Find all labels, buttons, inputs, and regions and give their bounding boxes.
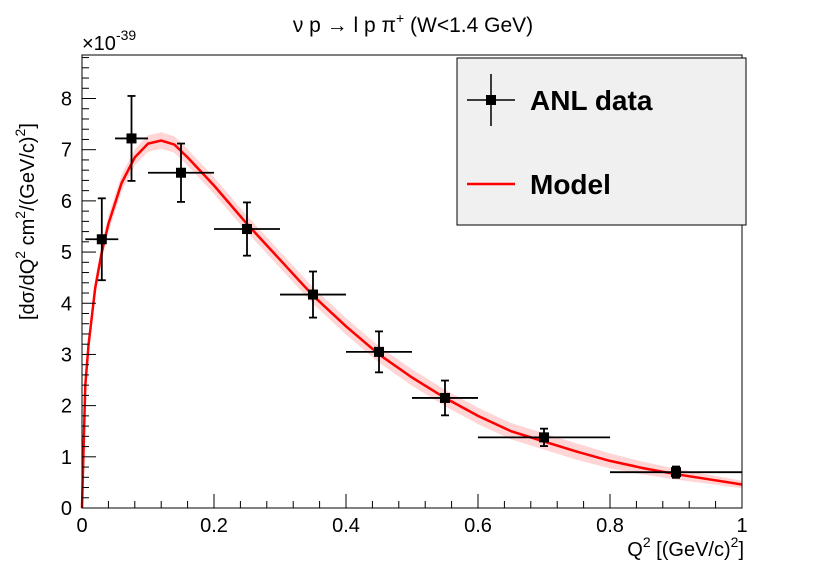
x-tick-labels: 0 0.2 0.4 0.6 0.8 1	[76, 515, 747, 537]
y-tick-label: 5	[61, 242, 72, 264]
x-tick-label: 0.2	[200, 515, 228, 537]
y-tick-label: 0	[61, 498, 72, 520]
data-point	[148, 142, 214, 203]
data-marker	[242, 224, 252, 235]
chart-title: ν p → l p π+ (W<1.4 GeV)	[293, 10, 533, 37]
y-exponent-label: ×10-39	[82, 27, 136, 55]
data-marker	[539, 432, 549, 443]
y-tick-label: 3	[61, 344, 72, 366]
data-marker	[126, 133, 137, 144]
plot-frame	[81, 54, 743, 509]
y-tick-label: 4	[61, 293, 72, 315]
y-tick-label: 7	[61, 140, 72, 162]
x-tick-label: 0.8	[596, 515, 624, 537]
data-point	[85, 197, 119, 282]
data-point	[115, 95, 148, 182]
data-point	[478, 427, 610, 447]
y-axis-title: [dσ/dQ2 cm2/(GeV/c)2]	[12, 123, 39, 320]
y-tick-label: 6	[61, 191, 72, 213]
legend-label-model: Model	[530, 169, 611, 200]
y-tick-labels: 0 1 2 3 4 5 6 7 8	[61, 89, 72, 520]
data-point	[214, 201, 280, 257]
x-tick-label: 0	[76, 515, 87, 537]
x-tick-label: 0.4	[332, 515, 360, 537]
model-curve	[80, 139, 743, 509]
x-tick-label: 0.6	[464, 515, 492, 537]
anl-data-points	[85, 95, 742, 479]
data-marker	[176, 167, 186, 178]
data-point	[346, 330, 412, 374]
legend: ANL data Model	[456, 57, 747, 226]
x-axis-title: Q2 [(GeV/c)2]	[627, 534, 744, 561]
data-point	[280, 270, 346, 319]
data-marker	[440, 392, 450, 403]
y-tick-label: 2	[61, 396, 72, 418]
data-marker	[374, 346, 384, 357]
y-tick-label: 8	[61, 89, 72, 111]
axes	[81, 54, 743, 509]
data-point	[610, 465, 742, 479]
legend-label-anl-data: ANL data	[530, 85, 653, 116]
data-marker	[96, 234, 107, 245]
data-marker	[671, 467, 681, 478]
data-marker	[308, 289, 318, 300]
y-tick-label: 1	[61, 447, 72, 469]
x-tick-label: 1	[736, 515, 747, 537]
legend-marker-anl-data	[467, 74, 515, 126]
legend-box	[456, 57, 747, 226]
data-point	[412, 379, 478, 417]
